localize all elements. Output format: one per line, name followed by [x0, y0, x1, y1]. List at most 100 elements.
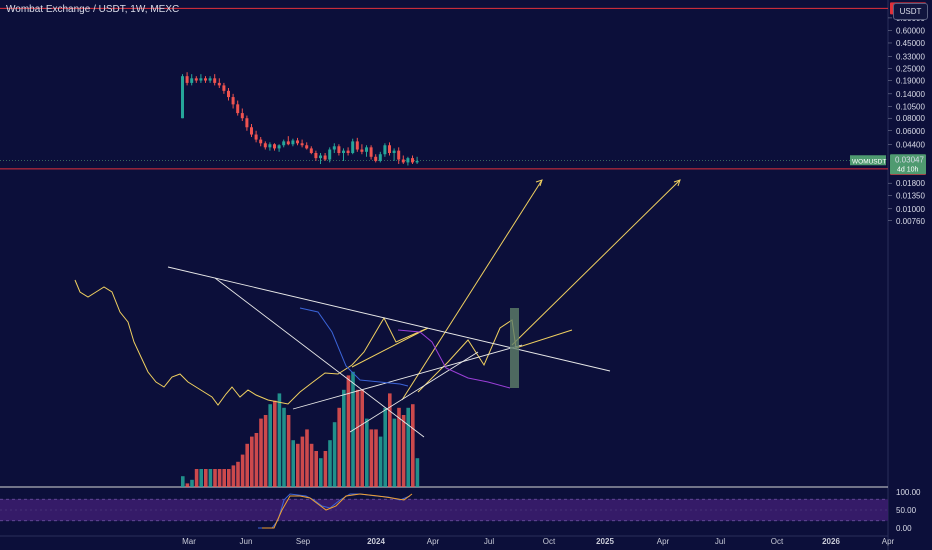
- y-tick-label: 0.60000: [896, 26, 925, 35]
- volume-bar: [190, 479, 194, 487]
- horizontal-levels[interactable]: [0, 7, 888, 170]
- candle-body: [355, 141, 359, 150]
- volume-bar: [181, 476, 185, 487]
- last-price-tag: [890, 154, 926, 175]
- osc-band: [0, 499, 888, 521]
- price-axis[interactable]: 12.000009.000006.500004.500003.300002.40…: [888, 0, 930, 226]
- candle-body: [199, 78, 203, 81]
- volume-bar: [314, 451, 318, 487]
- candle-body: [374, 156, 378, 161]
- candle-body: [254, 134, 258, 140]
- volume-bar: [406, 407, 410, 487]
- y-tick-label: 0.01000: [896, 205, 925, 214]
- candle-body: [328, 149, 332, 160]
- arrow-head: [673, 179, 681, 187]
- x-tick-label: Apr: [882, 537, 895, 546]
- x-tick-label: Jun: [240, 537, 253, 546]
- candle-body: [222, 85, 226, 91]
- volume-bar: [263, 415, 268, 487]
- osc-line-orange: [262, 493, 413, 529]
- candle-body: [204, 78, 207, 81]
- volume-bar: [346, 375, 351, 487]
- candle-body: [337, 146, 341, 154]
- yellow-trend-line: [511, 179, 681, 346]
- candle-body: [273, 144, 276, 149]
- candles: [181, 72, 419, 166]
- volume-bar: [273, 400, 277, 487]
- purple-line: [397, 329, 511, 389]
- candle-body: [286, 141, 290, 145]
- candle-body: [250, 127, 253, 135]
- volume-bar: [323, 451, 328, 487]
- x-tick-label: Mar: [182, 537, 196, 546]
- x-tick-label: Apr: [657, 537, 670, 546]
- candle-body: [268, 144, 272, 148]
- candle-body: [411, 158, 414, 163]
- volume-bar: [383, 407, 387, 487]
- volume-bar: [401, 415, 406, 487]
- candle-body: [309, 148, 313, 154]
- volume-bar: [319, 458, 323, 487]
- y-tick-label: 0.10500: [896, 102, 925, 111]
- volume-bar: [397, 407, 401, 487]
- volume-bar: [305, 429, 309, 487]
- volume-bar: [378, 436, 383, 487]
- volume-bar: [388, 393, 392, 487]
- volume-bar: [369, 429, 374, 487]
- candle-body: [231, 97, 235, 105]
- volume-bar: [282, 407, 286, 487]
- x-tick-label: Oct: [771, 537, 784, 546]
- volume-bar: [392, 418, 397, 487]
- last-price-text: 0.03047: [895, 155, 924, 164]
- x-tick-label: Jul: [715, 537, 725, 546]
- candle-body: [240, 113, 244, 119]
- candle-body: [342, 150, 345, 154]
- volume-bar: [309, 443, 314, 487]
- volume-bar: [259, 418, 263, 487]
- drawing-tools[interactable]: [74, 179, 681, 438]
- volume-bar: [268, 404, 272, 487]
- candle-body: [360, 149, 364, 152]
- volume-bar: [199, 469, 203, 487]
- osc-tick-label: 100.00: [896, 488, 921, 497]
- candle-body: [397, 150, 401, 160]
- candle-body: [332, 146, 336, 150]
- time-axis[interactable]: Mar Jun Sep 2024 Apr Jul Oct 2025 Apr Jul Oct 2026 A…: [182, 537, 894, 546]
- candle-body: [277, 145, 281, 149]
- blue-line: [299, 307, 409, 387]
- y-tick-label: 0.01350: [896, 192, 925, 201]
- candle-body: [227, 90, 230, 98]
- volume-bar: [365, 418, 369, 487]
- candle-body: [323, 155, 327, 160]
- y-tick-label: 0.14000: [896, 90, 925, 99]
- y-tick-label: 0.00760: [896, 217, 925, 226]
- main-pane: [0, 0, 888, 487]
- volume-bar: [411, 404, 415, 487]
- candle-body: [319, 155, 322, 159]
- candle-body: [259, 139, 263, 144]
- volume-bar: [217, 469, 222, 487]
- candle-body: [291, 140, 295, 145]
- candle-body: [263, 143, 267, 148]
- volume-bar: [291, 440, 295, 487]
- volume-bars: [181, 371, 420, 487]
- y-tick-label: 0.19000: [896, 77, 925, 86]
- yellow-trend-line: [401, 179, 543, 401]
- y-tick-label: 0.33000: [896, 52, 925, 61]
- candle-body: [300, 143, 304, 146]
- candle-body: [383, 145, 387, 155]
- white-trend-line: [167, 266, 611, 372]
- candle-body: [217, 82, 221, 86]
- volume-bar: [208, 469, 213, 487]
- volume-bar: [231, 465, 236, 487]
- currency-button[interactable]: USDT: [893, 3, 928, 20]
- volume-bar: [355, 389, 360, 487]
- volume-bar: [351, 371, 355, 487]
- symbol-text: WOMUSDT: [852, 158, 886, 165]
- candle-body: [181, 76, 184, 119]
- x-tick-label: Jul: [484, 537, 494, 546]
- volume-bar: [245, 443, 249, 487]
- chart-title: Wombat Exchange / USDT, 1W, MEXC: [6, 4, 180, 15]
- oscillator-pane: 100.00 50.00 0.00: [0, 488, 921, 533]
